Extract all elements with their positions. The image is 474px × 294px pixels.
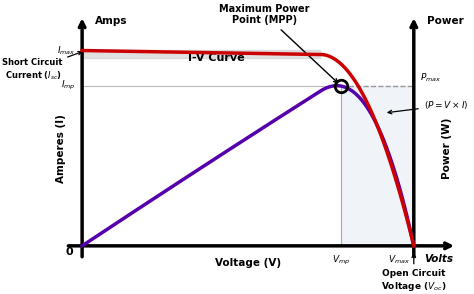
Text: $P_{max}$: $P_{max}$ bbox=[420, 71, 442, 84]
Text: $I_{mp}$: $I_{mp}$ bbox=[61, 79, 75, 92]
Text: Short Circuit
Current ($I_{sc}$): Short Circuit Current ($I_{sc}$) bbox=[2, 51, 82, 82]
Text: Amps: Amps bbox=[95, 16, 128, 26]
Text: Amperes (I): Amperes (I) bbox=[55, 114, 65, 183]
Text: Power: Power bbox=[427, 16, 464, 26]
Bar bbox=[341, 86, 414, 246]
Text: Power (W): Power (W) bbox=[442, 118, 452, 179]
Text: 0: 0 bbox=[65, 247, 73, 257]
Text: Open Circuit
Voltage ($V_{oc}$): Open Circuit Voltage ($V_{oc}$) bbox=[381, 254, 447, 293]
Text: I-V Curve: I-V Curve bbox=[188, 53, 245, 63]
Text: $V_{max}$: $V_{max}$ bbox=[389, 254, 410, 266]
Text: $V_{mp}$: $V_{mp}$ bbox=[332, 254, 350, 267]
Text: $(P = V \times I)$: $(P = V \times I)$ bbox=[388, 99, 468, 114]
Text: $I_{max}$: $I_{max}$ bbox=[57, 44, 75, 57]
Text: Voltage (V): Voltage (V) bbox=[215, 258, 281, 268]
Text: Volts: Volts bbox=[425, 254, 454, 264]
Text: Maximum Power
Point (MPP): Maximum Power Point (MPP) bbox=[219, 4, 337, 83]
